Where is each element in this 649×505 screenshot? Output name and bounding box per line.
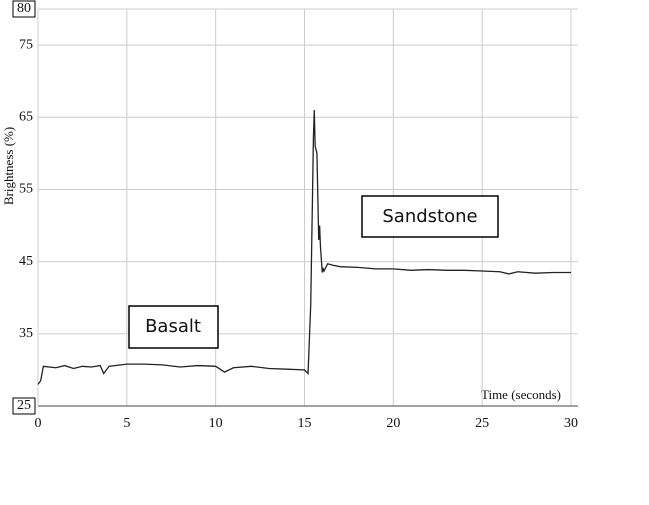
x-tick-label: 30 xyxy=(564,416,578,431)
x-tick-label: 0 xyxy=(35,416,42,431)
annotation: Basalt xyxy=(145,316,201,337)
x-tick-label: 5 xyxy=(123,416,130,431)
x-axis-label: Time (seconds) xyxy=(481,387,561,402)
y-tick-label: 75 xyxy=(19,37,33,52)
tick-box xyxy=(12,397,36,415)
x-tick-label: 10 xyxy=(209,416,223,431)
tick-box xyxy=(12,0,36,18)
y-tick-label: 65 xyxy=(19,109,33,124)
x-tick-label: 20 xyxy=(386,416,400,431)
annotation-box xyxy=(128,305,219,349)
y-tick-label: 55 xyxy=(19,182,33,197)
data-line xyxy=(37,110,571,385)
y-tick-label: 45 xyxy=(19,254,33,269)
y-tick-label: 35 xyxy=(19,326,33,341)
y-axis-label: Brightness (%) xyxy=(1,127,16,205)
x-tick-label: 25 xyxy=(475,416,489,431)
y-tick-label: 80 xyxy=(17,1,31,16)
x-tick-label: 15 xyxy=(298,416,312,431)
annotation-box xyxy=(361,195,499,238)
y-tick-label: 25 xyxy=(17,398,31,413)
annotation: Sandstone xyxy=(382,206,477,227)
